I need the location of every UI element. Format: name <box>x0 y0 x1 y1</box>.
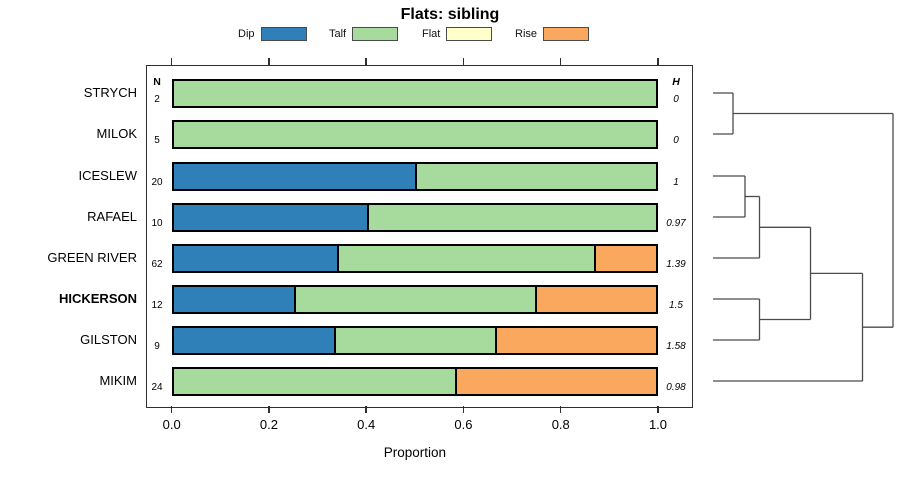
bar-row <box>171 119 658 149</box>
bar-row <box>171 161 658 191</box>
legend-label: Talf <box>329 27 347 40</box>
category-label: GREEN RIVER <box>47 250 137 265</box>
bar-segment-rise <box>593 245 656 271</box>
category-label: HICKERSON <box>58 291 137 306</box>
category-label: MILOK <box>96 126 137 141</box>
axis-tick-top <box>559 58 562 65</box>
bar-row <box>171 325 658 355</box>
plot-area-border <box>146 65 693 408</box>
axis-tick-bottom <box>170 406 173 413</box>
n-value: 2 <box>154 94 160 105</box>
n-value: 20 <box>151 177 163 188</box>
legend-item-flat: Flat <box>422 26 493 41</box>
n-value: 10 <box>151 218 163 229</box>
axis-tick-bottom <box>268 406 270 413</box>
bar-row <box>171 366 658 396</box>
n-value: 5 <box>154 135 160 146</box>
h-value: 0.98 <box>666 382 686 393</box>
h-value: 1.39 <box>666 259 686 270</box>
bar-segment-dip <box>173 204 367 230</box>
bar-segment-talf <box>294 286 536 312</box>
h-value: 0.97 <box>666 218 686 229</box>
bar-segment-talf <box>173 80 656 106</box>
bar-row <box>171 78 658 108</box>
bar-segment-rise <box>495 327 656 353</box>
axis-tick-top <box>365 58 367 65</box>
axis-tick-bottom <box>559 406 562 413</box>
legend-swatch-dip <box>260 26 307 41</box>
bar-segment-rise <box>535 286 656 312</box>
x-tick-label: 0.0 <box>162 417 181 432</box>
bar-segment-talf <box>334 327 496 353</box>
x-tick-label: 0.8 <box>551 417 570 432</box>
legend-swatch-rise <box>543 26 590 41</box>
bar-segment-talf <box>173 121 656 147</box>
category-label: RAFAEL <box>87 209 137 224</box>
bar-segment-talf <box>414 163 656 189</box>
h-value: 0 <box>673 94 679 105</box>
bar-segment-dip <box>173 327 335 353</box>
h-value: 1.58 <box>666 341 686 352</box>
bar-row <box>171 243 658 273</box>
legend-swatch-flat <box>446 26 493 41</box>
x-tick-label: 0.4 <box>357 417 376 432</box>
legend-item-dip: Dip <box>238 26 307 41</box>
h-column-header: H <box>672 76 680 88</box>
x-tick-label: 0.6 <box>454 417 473 432</box>
axis-tick-bottom <box>365 406 367 413</box>
bar-row <box>171 202 658 232</box>
legend-label: Dip <box>238 27 255 40</box>
bar-segment-talf <box>366 204 656 230</box>
category-label: ICESLEW <box>78 168 137 183</box>
category-label: MIKIM <box>99 373 137 388</box>
n-value: 24 <box>151 382 163 393</box>
h-value: 1 <box>673 177 679 188</box>
x-axis-title: Proportion <box>383 445 446 460</box>
axis-tick-bottom <box>462 406 465 413</box>
n-column-header: N <box>153 76 161 88</box>
n-value: 62 <box>151 259 163 270</box>
axis-tick-bottom <box>657 406 659 413</box>
axis-tick-top <box>462 58 465 65</box>
bar-segment-dip <box>173 163 415 189</box>
category-label: STRYCH <box>83 85 137 100</box>
category-label: GILSTON <box>80 332 137 347</box>
bar-segment-talf <box>337 245 594 271</box>
legend-item-talf: Talf <box>329 26 399 41</box>
bar-segment-talf <box>173 368 455 394</box>
n-value: 12 <box>151 300 163 311</box>
h-value: 0 <box>673 135 679 146</box>
n-value: 9 <box>154 341 160 352</box>
legend-item-rise: Rise <box>515 26 590 41</box>
axis-tick-top <box>657 58 659 65</box>
bar-segment-dip <box>173 286 295 312</box>
axis-tick-top <box>170 58 173 65</box>
bar-segment-dip <box>173 245 338 271</box>
x-tick-label: 0.2 <box>259 417 278 432</box>
bar-row <box>171 284 658 314</box>
chart-title: Flats: sibling <box>400 6 500 23</box>
x-tick-label: 1.0 <box>648 417 668 432</box>
bar-segment-rise <box>454 368 656 394</box>
h-value: 1.5 <box>669 300 683 311</box>
legend-swatch-talf <box>352 26 399 41</box>
legend-label: Rise <box>515 27 538 40</box>
legend-label: Flat <box>422 27 441 40</box>
axis-tick-top <box>268 58 270 65</box>
